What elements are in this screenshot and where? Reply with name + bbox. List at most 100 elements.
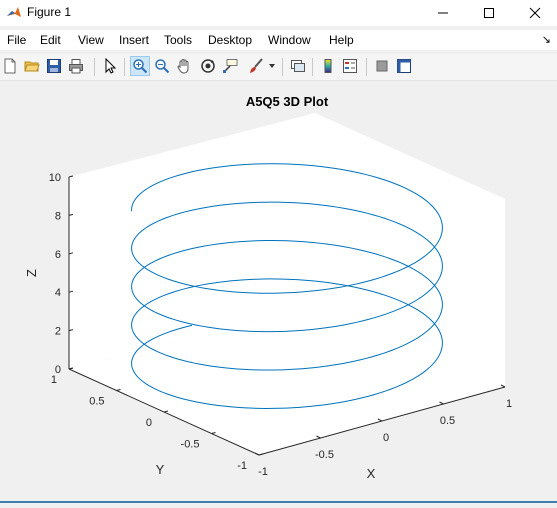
show-plot-tools-button[interactable] <box>394 56 414 76</box>
z-tick-mark <box>68 290 74 293</box>
toolbar-separator <box>366 58 367 76</box>
toolbar-separator <box>282 58 283 76</box>
axes-3d[interactable]: 0 2 4 6 8 10 1 0.5 0 -0.5 -1 -1 -0.5 0 0.5 1 A5Q5 3D … <box>0 81 557 503</box>
new-file-icon <box>4 58 16 74</box>
minimize-icon <box>438 12 448 14</box>
y-tick-label: -1 <box>237 460 247 472</box>
rotate-3d-button[interactable] <box>198 56 218 76</box>
brush-icon <box>250 58 263 73</box>
insert-legend-button[interactable] <box>340 56 360 76</box>
menu-desktop[interactable]: Desktop <box>208 33 253 47</box>
print-icon <box>69 59 83 74</box>
toolbar-separator <box>94 58 95 76</box>
figure-toolbar <box>0 54 557 81</box>
close-button[interactable] <box>513 0 557 26</box>
insert-colorbar-button[interactable] <box>318 56 338 76</box>
minimize-button[interactable] <box>421 0 465 26</box>
menubar: File Edit View Insert Tools Desktop Wind… <box>0 30 557 50</box>
z-tick-mark <box>68 329 74 332</box>
x-tick-mark <box>377 418 383 422</box>
rotate-3d-icon <box>201 59 215 73</box>
x-tick-label: -1 <box>258 466 268 478</box>
menu-edit[interactable]: Edit <box>40 33 61 47</box>
window-titlebar: Figure 1 <box>0 0 557 26</box>
menu-window[interactable]: Window <box>268 33 311 47</box>
y-tick-label: 0 <box>146 417 152 429</box>
window-bottom-border <box>0 501 557 503</box>
menu-insert[interactable]: Insert <box>119 33 150 47</box>
data-cursor-button[interactable] <box>220 56 240 76</box>
link-plot-button[interactable] <box>288 56 308 76</box>
toolbar-separator <box>312 58 313 76</box>
y-ticks: 1 0.5 0 -0.5 -1 <box>51 367 264 472</box>
open-file-button[interactable] <box>22 56 42 76</box>
y-tick-mark <box>258 453 264 456</box>
maximize-button[interactable] <box>467 0 511 26</box>
brush-dropdown-button[interactable] <box>266 56 278 76</box>
x-tick-label: 1 <box>506 398 512 410</box>
z-tick-label: 10 <box>49 172 61 184</box>
menu-help[interactable]: Help <box>329 33 354 47</box>
zoom-out-button[interactable] <box>152 56 172 76</box>
z-ticks: 0 2 4 6 8 10 <box>49 172 74 376</box>
z-tick-label: 6 <box>55 249 61 261</box>
toolbar-separator <box>124 58 125 76</box>
x-tick-mark <box>439 401 444 405</box>
y-tick-mark <box>163 410 169 413</box>
y-tick-mark <box>68 367 74 370</box>
menu-file[interactable]: File <box>7 33 27 47</box>
axes-back-right-plane <box>315 113 505 387</box>
chart-title: A5Q5 3D Plot <box>246 94 329 109</box>
menu-view[interactable]: View <box>78 33 104 47</box>
colorbar-icon <box>324 59 332 73</box>
x-tick-mark <box>316 435 321 439</box>
x-ticks: -1 -0.5 0 0.5 1 <box>254 384 512 478</box>
matlab-icon <box>7 7 21 17</box>
pan-button[interactable] <box>174 56 194 76</box>
hide-plot-tools-button[interactable] <box>372 56 392 76</box>
z-tick-label: 2 <box>55 326 61 338</box>
hide-plot-tools-icon <box>376 60 388 72</box>
helix-line-series[interactable] <box>131 163 443 409</box>
legend-icon <box>343 59 357 73</box>
axes-floor-plane <box>69 305 505 455</box>
x-tick-label: 0 <box>383 432 389 444</box>
z-tick-label: 8 <box>55 210 61 222</box>
data-cursor-icon <box>223 59 238 73</box>
maximize-icon <box>484 8 494 18</box>
y-tick-label: 0.5 <box>89 396 104 408</box>
y-tick-label: -0.5 <box>181 439 200 451</box>
x-tick-label: 0.5 <box>440 415 455 427</box>
y-tick-label: 1 <box>51 374 57 386</box>
save-icon <box>47 59 61 73</box>
z-tick-mark <box>68 213 74 216</box>
x-tick-label: -0.5 <box>315 449 334 461</box>
figure-canvas[interactable]: 0 2 4 6 8 10 1 0.5 0 -0.5 -1 -1 -0.5 0 0.5 1 A5Q5 3D … <box>0 81 557 503</box>
axes-back-left-plane <box>69 113 315 369</box>
caret-down-icon <box>269 64 275 68</box>
z-tick-label: 0 <box>55 364 61 376</box>
x-tick-mark <box>500 384 506 388</box>
pointer-arrow-icon <box>105 58 117 74</box>
edit-plot-button[interactable] <box>100 56 120 76</box>
save-button[interactable] <box>44 56 64 76</box>
x-axis-label: X <box>367 466 376 481</box>
x-tick-mark <box>254 452 260 456</box>
window-title: Figure 1 <box>27 5 72 19</box>
z-tick-label: 4 <box>55 287 61 299</box>
show-plot-tools-icon <box>397 59 411 73</box>
open-folder-icon <box>24 61 40 72</box>
y-tick-mark <box>116 389 121 391</box>
new-figure-button[interactable] <box>0 56 20 76</box>
y-tick-mark <box>211 432 216 434</box>
brush-button[interactable] <box>246 56 266 76</box>
menu-tools[interactable]: Tools <box>164 33 193 47</box>
z-axis-label: Z <box>24 269 39 277</box>
zoom-in-button[interactable] <box>130 56 150 76</box>
close-icon <box>529 7 541 19</box>
print-button[interactable] <box>66 56 86 76</box>
menu-overflow-arrow-icon[interactable]: ↘ <box>541 34 551 46</box>
zoom-out-icon <box>155 59 170 74</box>
link-plot-icon <box>291 60 305 72</box>
y-axis-label: Y <box>156 462 165 477</box>
